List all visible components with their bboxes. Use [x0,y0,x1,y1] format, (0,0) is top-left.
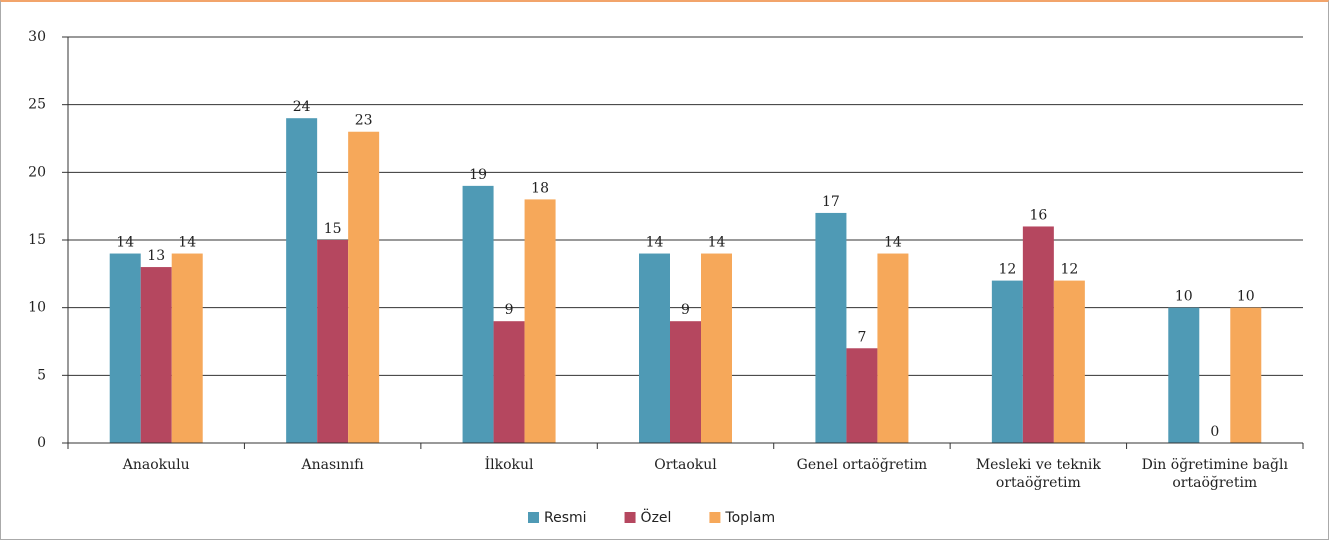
y-tick-label: 25 [28,97,46,113]
bar [701,253,732,443]
x-tick-label: Ortaokul [654,457,717,473]
data-label: 14 [178,235,196,251]
bar [877,253,909,443]
data-label: 23 [355,113,373,129]
bar [1168,307,1200,443]
legend-label: Özel [641,508,672,526]
bar [140,267,172,443]
bar [462,185,494,443]
data-label: 9 [681,302,690,318]
bar [639,253,670,443]
data-label: 7 [857,329,866,345]
data-label: 16 [1029,207,1047,223]
y-tick-label: 5 [37,367,46,383]
bar [317,240,349,443]
y-tick-label: 10 [28,300,46,316]
bar [524,199,556,443]
x-tick-label: Genel ortaöğretim [796,457,928,473]
x-tick-label: Anasınıfı [301,457,364,473]
bar [1053,280,1085,443]
bar [1230,307,1262,443]
data-label: 10 [1237,289,1255,305]
y-tick-label: 15 [28,232,46,248]
data-label: 12 [1060,262,1078,278]
data-label: 19 [469,167,487,183]
data-label: 13 [147,248,165,264]
legend-swatch [709,512,721,523]
bar [348,131,380,443]
legend-swatch [624,512,636,523]
data-label: 14 [884,235,902,251]
data-label: 12 [998,262,1016,278]
bar [493,321,525,443]
data-label: 14 [708,235,726,251]
bar [815,212,847,443]
bar [109,253,141,443]
x-tick-label: Anaokulu [122,457,190,473]
data-label: 0 [1210,424,1219,440]
data-label: 18 [531,180,549,196]
x-tick-label: Mesleki ve teknik ortaöğretim [975,457,1101,491]
data-label: 14 [646,235,664,251]
y-tick-label: 20 [28,164,46,180]
bar [846,348,878,443]
data-label: 24 [293,99,311,115]
x-tick-label: Din öğretimine bağlı ortaöğretim [1141,457,1288,491]
data-label: 10 [1175,289,1193,305]
data-label: 15 [324,221,342,237]
y-tick-label: 30 [28,29,46,45]
data-label: 17 [822,194,840,210]
bar [1022,226,1054,443]
data-label: 9 [505,302,514,318]
y-tick-label: 0 [37,435,46,451]
bar [286,118,318,443]
bar [171,253,203,443]
bar [991,280,1023,443]
legend-label: Toplam [724,510,775,526]
legend-label: Resmi [544,510,587,526]
x-tick-label: İlkokul [484,457,534,473]
bar [670,321,701,443]
legend-swatch [528,512,539,523]
data-label: 14 [116,235,134,251]
